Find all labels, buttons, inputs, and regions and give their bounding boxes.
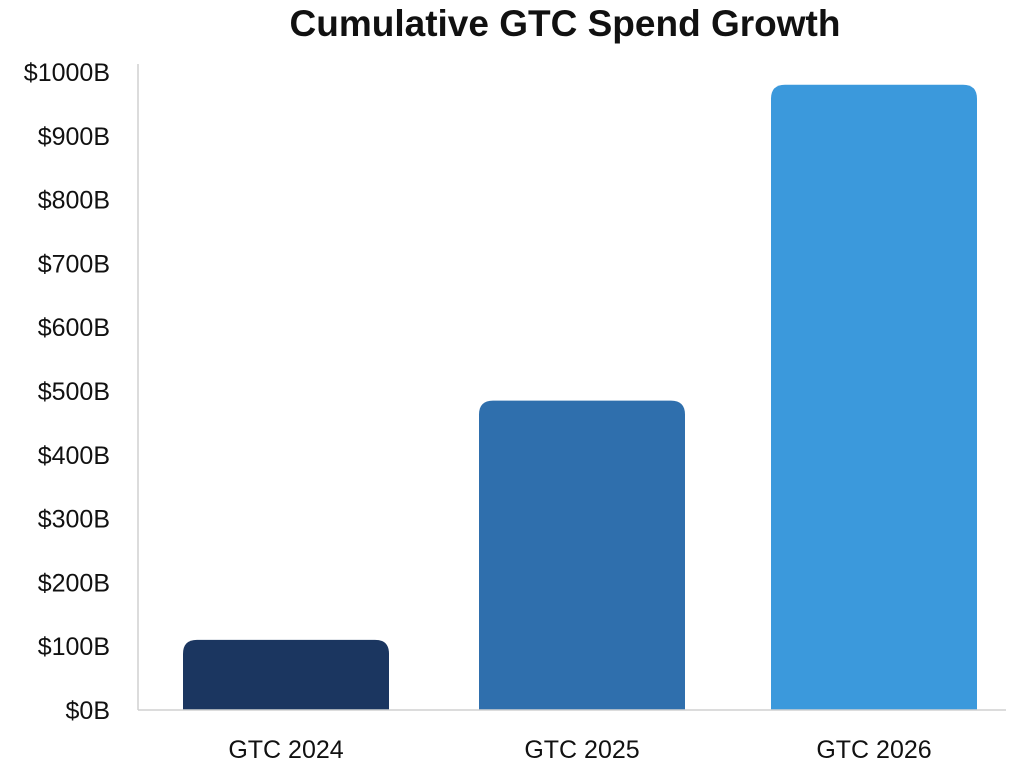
y-tick-label: $300B (38, 506, 110, 534)
y-tick-label: $500B (38, 378, 110, 406)
y-tick-label: $900B (38, 123, 110, 151)
y-tick-label: $0B (66, 697, 110, 725)
x-tick-label: GTC 2026 (816, 736, 931, 764)
y-tick-label: $200B (38, 569, 110, 597)
chart-title: Cumulative GTC Spend Growth (290, 3, 841, 44)
bars (183, 84, 977, 710)
y-tick-label: $400B (38, 442, 110, 470)
x-axis-labels: GTC 2024 GTC 2025 GTC 2026 (228, 736, 931, 764)
y-tick-label: $100B (38, 633, 110, 661)
y-tick-label: $1000B (24, 59, 110, 87)
y-tick-label: $600B (38, 314, 110, 342)
bar-gtc-2025 (479, 400, 685, 710)
x-tick-label: GTC 2025 (524, 736, 639, 764)
y-tick-label: $800B (38, 187, 110, 215)
bar-gtc-2026 (771, 84, 977, 710)
x-tick-label: GTC 2024 (228, 736, 343, 764)
y-tick-label: $700B (38, 250, 110, 278)
bar-gtc-2024 (183, 639, 389, 710)
y-axis-ticks: $0B $100B $200B $300B $400B $500B $600B $700B $8… (24, 59, 110, 725)
